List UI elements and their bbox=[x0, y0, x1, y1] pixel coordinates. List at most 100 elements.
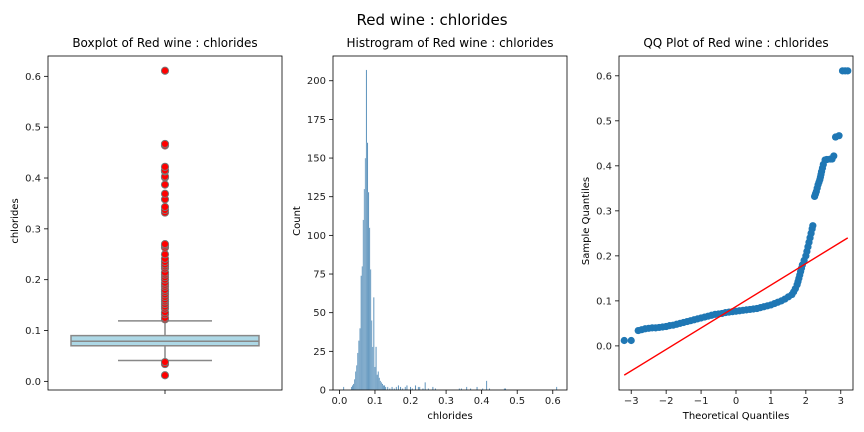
qq-x-tick-label-3: 0 bbox=[733, 396, 739, 407]
qq-xlabel: Theoretical Quantiles bbox=[682, 411, 790, 422]
qq-frame bbox=[618, 55, 854, 391]
histogram-bar-0 bbox=[343, 386, 345, 391]
histogram-bar-39 bbox=[397, 385, 400, 391]
qq-point-81 bbox=[830, 152, 838, 160]
histogram-bar-4 bbox=[354, 379, 356, 391]
histogram-bar-32 bbox=[383, 385, 386, 391]
qq-point-0 bbox=[620, 336, 628, 345]
histogram-bar-29 bbox=[380, 382, 383, 391]
histogram-bar-16 bbox=[366, 142, 369, 391]
histogram-bar-30 bbox=[381, 383, 384, 391]
boxplot-outlier-36 bbox=[160, 189, 170, 198]
histogram-bar-21 bbox=[372, 346, 374, 391]
histogram-x-tick-label-0: 0.0 bbox=[331, 396, 347, 407]
histogram-bar-58 bbox=[476, 386, 478, 391]
boxplot-outlier-2 bbox=[160, 357, 170, 367]
histogram-bar-13 bbox=[363, 188, 365, 391]
histogram-frame bbox=[332, 55, 568, 391]
histogram-bar-11 bbox=[361, 266, 363, 391]
boxplot-frame bbox=[47, 55, 283, 391]
boxplot-y-tick-label-2: 0.2 bbox=[25, 275, 41, 286]
histogram-bar-28 bbox=[379, 380, 381, 391]
boxplot-outlier-31 bbox=[160, 239, 170, 249]
boxplot-ylabel: chlorides bbox=[10, 198, 21, 243]
boxplot-y-tick-label-0: 0.0 bbox=[25, 377, 41, 388]
histogram-bar-7 bbox=[357, 352, 359, 391]
histogram-bar-18 bbox=[368, 227, 371, 391]
boxplot-y-tick-label-6: 0.6 bbox=[25, 72, 41, 83]
histogram-bar-19 bbox=[370, 269, 372, 391]
histogram-y-tick-label-7: 175 bbox=[307, 115, 326, 126]
histogram-bar-52 bbox=[432, 386, 434, 391]
qq-x-tick-label-2: −1 bbox=[694, 396, 709, 407]
qq-point-86 bbox=[844, 67, 852, 75]
qq-x-tick-label-0: −3 bbox=[624, 396, 639, 407]
histogram-bar-44 bbox=[409, 386, 412, 391]
histogram-x-tick-label-1: 0.1 bbox=[367, 396, 383, 407]
histogram-bar-17 bbox=[367, 191, 370, 391]
histogram-bar-60 bbox=[485, 380, 488, 391]
qq-panel: QQ Plot of Red wine : chlorides Sample Q… bbox=[581, 36, 854, 422]
histogram-panel: Histrogram of Red wine : chlorides Count… bbox=[292, 36, 568, 422]
qq-point-1 bbox=[627, 336, 635, 345]
histogram-y-tick-label-5: 125 bbox=[307, 192, 326, 203]
qq-point-64 bbox=[809, 222, 817, 230]
qq-marks bbox=[620, 67, 852, 376]
histogram-xlabel: chlorides bbox=[427, 411, 472, 422]
histogram-x-tick-label-5: 0.5 bbox=[509, 396, 525, 407]
histogram-y-tick-label-2: 50 bbox=[313, 308, 326, 319]
histogram-bar-12 bbox=[362, 219, 364, 391]
histogram-bar-14 bbox=[364, 157, 367, 391]
histogram-y-tick-label-4: 100 bbox=[307, 231, 326, 242]
boxplot-outlier-0 bbox=[160, 371, 170, 380]
histogram-x-tick-label-2: 0.2 bbox=[403, 396, 419, 407]
qq-x-tick-label-4: 1 bbox=[768, 396, 774, 407]
histogram-bar-8 bbox=[358, 340, 360, 391]
histogram-bar-42 bbox=[404, 386, 406, 391]
histogram-bar-43 bbox=[406, 385, 408, 391]
histogram-ticks: 0.0 0.1 0.2 0.3 0.4 0.5 0.6 0 25 50 75 100 125 150 175… bbox=[307, 76, 561, 407]
qq-ticks: −3 −2 −1 0 1 2 3 0.0 0.1 0.2 0.3 0.4 0.5 0.6 bbox=[596, 71, 844, 407]
histogram-title: Histrogram of Red wine : chlorides bbox=[347, 36, 554, 50]
histogram-bar-1 bbox=[350, 386, 353, 391]
histogram-bar-3 bbox=[352, 383, 355, 391]
boxplot-y-tick-label-5: 0.5 bbox=[25, 123, 41, 134]
boxplot-y-ticks: 0.0 0.1 0.2 0.3 0.4 0.5 0.6 bbox=[25, 72, 166, 394]
histogram-bar-46 bbox=[414, 385, 417, 391]
qq-title: QQ Plot of Red wine : chlorides bbox=[643, 36, 828, 50]
histogram-bar-27 bbox=[378, 377, 380, 391]
histogram-bar-22 bbox=[373, 297, 375, 391]
histogram-bar-64 bbox=[556, 386, 558, 391]
boxplot-outlier-45 bbox=[160, 139, 170, 149]
histogram-ylabel: Count bbox=[292, 206, 303, 236]
histogram-bar-9 bbox=[359, 328, 361, 391]
histogram-x-tick-label-3: 0.3 bbox=[438, 396, 454, 407]
histogram-bar-36 bbox=[391, 386, 393, 391]
histogram-bar-33 bbox=[384, 386, 387, 391]
histogram-bar-47 bbox=[417, 386, 420, 391]
histogram-bar-26 bbox=[377, 371, 379, 391]
boxplot-y-tick-label-3: 0.3 bbox=[25, 224, 41, 235]
qq-reference-line bbox=[623, 237, 849, 376]
qq-point-83 bbox=[835, 132, 843, 140]
histogram-bar-25 bbox=[376, 374, 378, 391]
histogram-y-tick-label-8: 200 bbox=[307, 76, 326, 87]
qq-y-tick-label-1: 0.1 bbox=[596, 296, 612, 307]
boxplot-title: Boxplot of Red wine : chlorides bbox=[72, 36, 257, 50]
boxplot-marks bbox=[70, 66, 260, 380]
figure-suptitle: Red wine : chlorides bbox=[356, 11, 507, 29]
histogram-bar-5 bbox=[355, 371, 357, 391]
histogram-bar-20 bbox=[371, 320, 373, 391]
qq-y-tick-label-0: 0.0 bbox=[596, 341, 612, 352]
histogram-bar-48 bbox=[419, 386, 421, 391]
histogram-bar-50 bbox=[424, 382, 426, 391]
histogram-y-tick-label-6: 150 bbox=[307, 154, 326, 165]
qq-points bbox=[620, 67, 852, 345]
qq-ylabel: Sample Quantiles bbox=[581, 177, 592, 265]
qq-y-tick-label-3: 0.3 bbox=[596, 206, 612, 217]
histogram-bar-6 bbox=[356, 365, 358, 391]
histogram-bar-40 bbox=[399, 386, 402, 391]
qq-y-tick-label-5: 0.5 bbox=[596, 116, 612, 127]
boxplot-panel: Boxplot of Red wine : chlorides chloride… bbox=[10, 36, 283, 394]
